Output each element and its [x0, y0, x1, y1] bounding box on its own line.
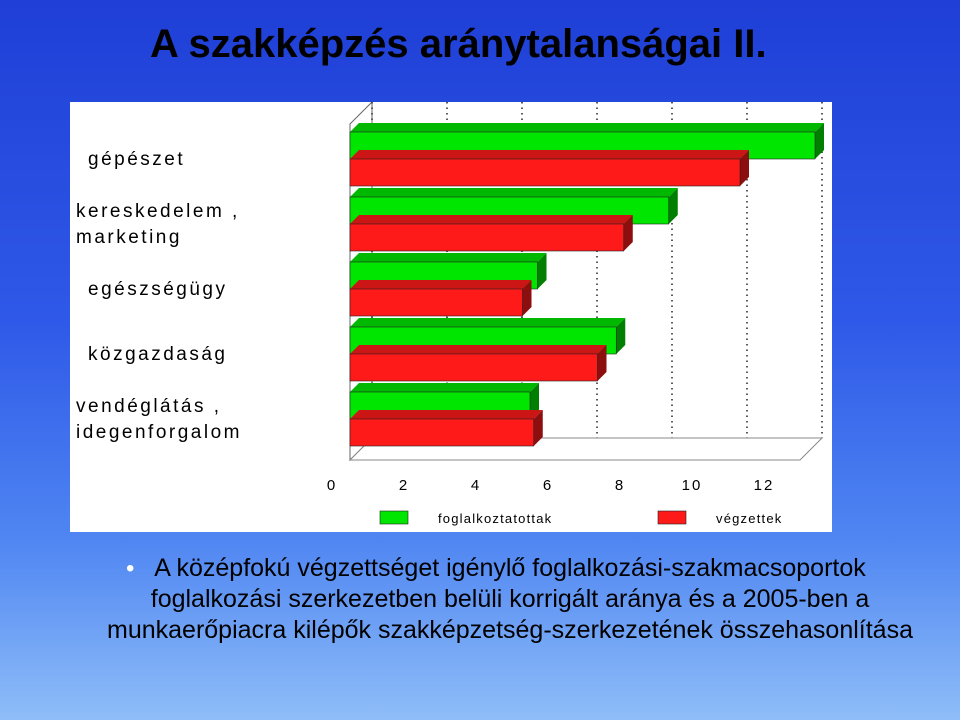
bar-side-face — [533, 410, 543, 446]
bar-side-face — [740, 150, 749, 186]
legend-swatch — [379, 510, 409, 525]
x-tick-label: 4 — [471, 477, 481, 494]
bar-top-face — [350, 280, 532, 289]
bar — [349, 353, 598, 382]
bar-side-face — [623, 215, 633, 251]
bar-top-face — [350, 410, 543, 419]
x-tick-label: 2 — [399, 477, 409, 494]
bar-top-face — [350, 345, 607, 354]
x-tick-label: 0 — [327, 477, 337, 494]
bar — [349, 223, 625, 252]
bar-top-face — [350, 188, 678, 197]
bar-side-face — [815, 123, 824, 159]
slide-title: A szakképzés aránytalanságai II. — [150, 22, 767, 66]
x-tick-label: 10 — [682, 477, 703, 494]
bar-top-face — [350, 383, 539, 392]
bullet-marker: • — [126, 555, 135, 582]
bar-top-face — [350, 150, 749, 159]
bar-chart-svg: gépészet kereskedelem , marketing egészségü… — [76, 102, 824, 526]
bar-top-face — [350, 253, 547, 262]
legend-swatch — [657, 510, 687, 525]
bar-top-face — [350, 123, 824, 132]
slide-caption: A középfokú végzettséget igénylő foglalk… — [107, 554, 913, 644]
bar-top-face — [350, 215, 633, 224]
category-label: vendéglátás , — [76, 396, 222, 417]
bar — [349, 158, 741, 187]
category-label: közgazdaság — [88, 344, 227, 365]
legend-label: végzettek — [716, 511, 782, 526]
category-label: egészségügy — [88, 279, 227, 300]
legend-label: foglalkoztatottak — [438, 511, 552, 526]
category-label: kereskedelem , — [76, 201, 240, 222]
x-tick-label: 6 — [543, 477, 553, 494]
category-label: gépészet — [88, 149, 185, 170]
bar-chart: gépészet kereskedelem , marketing egészségü… — [70, 102, 832, 532]
category-label: idegenforgalom — [76, 422, 242, 443]
bar-side-face — [668, 188, 678, 224]
x-tick-label: 8 — [615, 477, 625, 494]
bar — [349, 288, 523, 317]
bar-side-face — [616, 318, 626, 354]
bar-top-face — [350, 318, 626, 327]
bar — [349, 418, 535, 447]
category-label: marketing — [76, 227, 182, 248]
bar-side-face — [537, 253, 547, 289]
bar-side-face — [597, 345, 607, 381]
x-tick-label: 12 — [754, 477, 775, 494]
bar-side-face — [522, 280, 532, 316]
